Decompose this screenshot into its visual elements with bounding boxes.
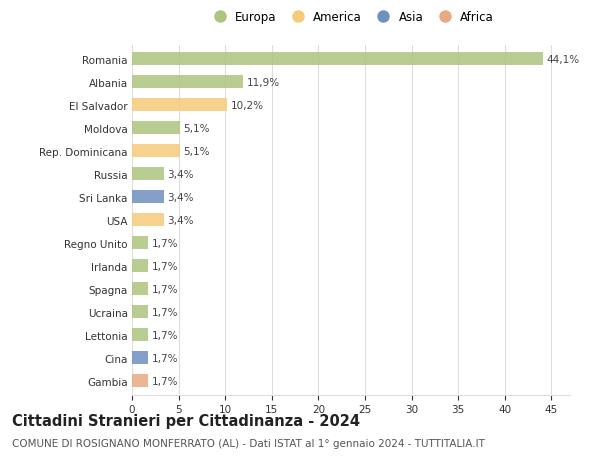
- Text: 3,4%: 3,4%: [167, 169, 194, 179]
- Bar: [132, 168, 164, 181]
- Bar: [132, 352, 148, 364]
- Text: COMUNE DI ROSIGNANO MONFERRATO (AL) - Dati ISTAT al 1° gennaio 2024 - TUTTITALIA: COMUNE DI ROSIGNANO MONFERRATO (AL) - Da…: [12, 438, 485, 448]
- Bar: [132, 260, 148, 273]
- Text: 10,2%: 10,2%: [231, 101, 264, 111]
- Bar: [132, 237, 148, 250]
- Bar: [132, 329, 148, 341]
- Bar: [132, 53, 543, 66]
- Text: 1,7%: 1,7%: [152, 261, 178, 271]
- Text: 1,7%: 1,7%: [152, 376, 178, 386]
- Bar: [132, 122, 179, 135]
- Legend: Europa, America, Asia, Africa: Europa, America, Asia, Africa: [203, 6, 499, 29]
- Text: 1,7%: 1,7%: [152, 284, 178, 294]
- Text: 3,4%: 3,4%: [167, 215, 194, 225]
- Text: 44,1%: 44,1%: [547, 55, 580, 65]
- Bar: [132, 191, 164, 204]
- Text: 5,1%: 5,1%: [183, 123, 210, 134]
- Text: 1,7%: 1,7%: [152, 353, 178, 363]
- Text: 5,1%: 5,1%: [183, 146, 210, 157]
- Bar: [132, 214, 164, 227]
- Bar: [132, 145, 179, 158]
- Bar: [132, 99, 227, 112]
- Bar: [132, 76, 243, 89]
- Bar: [132, 283, 148, 296]
- Text: 1,7%: 1,7%: [152, 238, 178, 248]
- Text: 1,7%: 1,7%: [152, 330, 178, 340]
- Text: 11,9%: 11,9%: [247, 78, 280, 88]
- Text: Cittadini Stranieri per Cittadinanza - 2024: Cittadini Stranieri per Cittadinanza - 2…: [12, 413, 360, 428]
- Bar: [132, 375, 148, 387]
- Bar: [132, 306, 148, 319]
- Text: 3,4%: 3,4%: [167, 192, 194, 202]
- Text: 1,7%: 1,7%: [152, 307, 178, 317]
